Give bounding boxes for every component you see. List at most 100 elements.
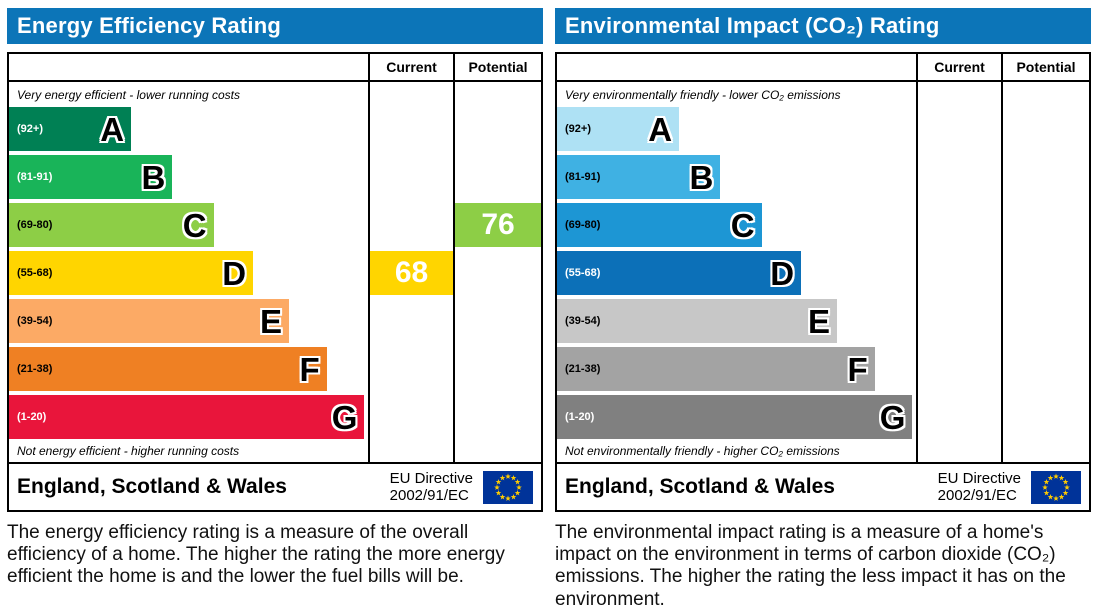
- band-letter: D: [770, 254, 795, 292]
- environmental-rating-chart: Current Potential Very environmentally f…: [555, 52, 1091, 512]
- band-bar-G: (1-20) G: [9, 395, 365, 439]
- band-bar-F: (21-38) F: [9, 347, 327, 391]
- current-column-header: Current: [916, 54, 1001, 80]
- current-column-cell: [368, 105, 453, 153]
- band-row-F: (21-38) F: [9, 345, 541, 393]
- eu-flag-icon: [483, 470, 533, 504]
- potential-column-cell: [1001, 201, 1089, 249]
- band-letter: G: [331, 398, 358, 436]
- bottom-note-row: Not environmentally friendly - higher CO…: [557, 441, 1089, 462]
- current-value-tag: 68: [370, 251, 453, 295]
- rating-bands: (92+) A (81-91) B (69-80) C (55-68) D (39-54) E (2…: [557, 105, 1089, 441]
- band-letter: G: [879, 398, 906, 436]
- band-range-label: (81-91): [565, 171, 601, 183]
- top-note: Very energy efficient - lower running co…: [17, 88, 240, 102]
- energy-efficiency-panel: Energy Efficiency Rating Current Potenti…: [7, 8, 543, 611]
- band-letter: E: [260, 302, 283, 340]
- band-row-A: (92+) A: [557, 105, 1089, 153]
- band-bar-A: (92+) A: [9, 107, 132, 151]
- current-column-cell: [368, 201, 453, 249]
- band-bar-B: (81-91) B: [9, 155, 173, 199]
- current-column-cell: [368, 153, 453, 201]
- band-row-F: (21-38) F: [557, 345, 1089, 393]
- band-range-label: (1-20): [17, 411, 47, 423]
- band-range-label: (39-54): [565, 315, 601, 327]
- band-row-D: (55-68) D: [557, 249, 1089, 297]
- band-letter: A: [648, 110, 673, 148]
- potential-column-cell: [1001, 297, 1089, 345]
- potential-value-tag: 76: [455, 203, 541, 247]
- band-bar-E: (39-54) E: [557, 299, 838, 343]
- energy-rating-chart: Current Potential Very energy efficient …: [7, 52, 543, 512]
- band-range-label: (69-80): [17, 219, 53, 231]
- band-range-label: (55-68): [17, 267, 53, 279]
- band-letter: F: [299, 350, 320, 388]
- current-column-cell: [368, 345, 453, 393]
- band-bar-F: (21-38) F: [557, 347, 875, 391]
- band-bar-E: (39-54) E: [9, 299, 290, 343]
- header-spacer: [9, 54, 368, 80]
- potential-column-cell: [1001, 393, 1089, 441]
- chart-footer: England, Scotland & Wales EU Directive 2…: [557, 462, 1089, 510]
- band-range-label: (21-38): [17, 363, 53, 375]
- band-range-label: (55-68): [565, 267, 601, 279]
- band-bar-D: (55-68) D: [557, 251, 802, 295]
- band-range-label: (21-38): [565, 363, 601, 375]
- current-column-header: Current: [368, 54, 453, 80]
- band-letter: A: [100, 110, 125, 148]
- current-column-cell: [916, 345, 1001, 393]
- region-label: England, Scotland & Wales: [17, 475, 287, 498]
- band-row-C: (69-80) C: [557, 201, 1089, 249]
- chart-column-header-row: Current Potential: [9, 54, 541, 82]
- environmental-rating-description: The environmental impact rating is a mea…: [555, 522, 1066, 610]
- environmental-panel-title: Environmental Impact (CO₂) Rating: [555, 8, 1091, 44]
- band-row-E: (39-54) E: [9, 297, 541, 345]
- band-row-G: (1-20) G: [557, 393, 1089, 441]
- band-row-G: (1-20) G: [9, 393, 541, 441]
- band-row-E: (39-54) E: [557, 297, 1089, 345]
- potential-column-header: Potential: [1001, 54, 1089, 80]
- current-column-cell: [916, 105, 1001, 153]
- band-letter: B: [141, 158, 166, 196]
- top-note-row: Very environmentally friendly - lower CO…: [557, 82, 1089, 105]
- band-bar-B: (81-91) B: [557, 155, 721, 199]
- band-range-label: (39-54): [17, 315, 53, 327]
- band-letter: D: [222, 254, 247, 292]
- band-row-C: (69-80) C 76: [9, 201, 541, 249]
- band-row-B: (81-91) B: [9, 153, 541, 201]
- potential-column-cell: [1001, 153, 1089, 201]
- current-column-cell: [368, 297, 453, 345]
- potential-column-cell: [453, 249, 541, 297]
- eu-directive-label: EU Directive 2002/91/EC: [937, 469, 1021, 504]
- band-range-label: (1-20): [565, 411, 595, 423]
- environmental-impact-panel: Environmental Impact (CO₂) Rating Curren…: [555, 8, 1091, 611]
- band-bar-A: (92+) A: [557, 107, 680, 151]
- potential-column-cell: [1001, 105, 1089, 153]
- chart-footer: England, Scotland & Wales EU Directive 2…: [9, 462, 541, 510]
- band-bar-D: (55-68) D: [9, 251, 254, 295]
- band-letter: C: [182, 206, 207, 244]
- eu-directive-label: EU Directive 2002/91/EC: [389, 469, 473, 504]
- current-column-cell: 68: [368, 249, 453, 297]
- potential-column-cell: [453, 345, 541, 393]
- band-range-label: (92+): [565, 123, 591, 135]
- band-bar-C: (69-80) C: [9, 203, 214, 247]
- band-row-B: (81-91) B: [557, 153, 1089, 201]
- potential-column-cell: [1001, 249, 1089, 297]
- band-range-label: (69-80): [565, 219, 601, 231]
- potential-column-cell: [453, 105, 541, 153]
- top-note: Very environmentally friendly - lower CO…: [565, 88, 841, 102]
- band-letter: E: [808, 302, 831, 340]
- bottom-note: Not energy efficient - higher running co…: [17, 444, 240, 458]
- energy-panel-title: Energy Efficiency Rating: [7, 8, 543, 44]
- epc-rating-panels: Energy Efficiency Rating Current Potenti…: [7, 8, 1091, 611]
- potential-column-cell: [1001, 345, 1089, 393]
- current-column-cell: [916, 249, 1001, 297]
- band-letter: C: [730, 206, 755, 244]
- header-spacer: [557, 54, 916, 80]
- band-letter: B: [689, 158, 714, 196]
- region-label: England, Scotland & Wales: [565, 475, 835, 498]
- rating-bands: (92+) A (81-91) B (69-80) C 76 (55-68) D 68 (39-54…: [9, 105, 541, 441]
- current-column-cell: [916, 393, 1001, 441]
- potential-column-cell: [453, 153, 541, 201]
